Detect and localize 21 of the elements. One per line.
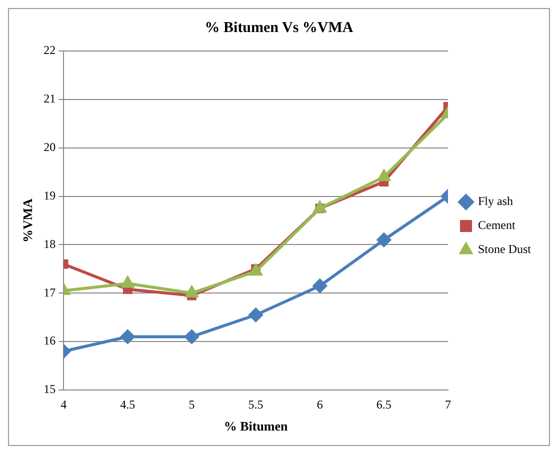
x-tick-label: 5 [188, 397, 195, 412]
x-tick-label: 7 [444, 397, 451, 412]
y-tick-label: 19 [44, 188, 56, 202]
y-tick-label: 17 [44, 285, 56, 300]
legend-label: Fly ash [478, 194, 514, 208]
legend-label: Stone Dust [478, 242, 532, 256]
chart-title: % Bitumen Vs %VMA [204, 20, 354, 36]
x-axis-title: % Bitumen [224, 418, 289, 434]
y-tick-label: 22 [44, 43, 56, 58]
y-tick-label: 16 [44, 334, 56, 348]
y-tick-label: 21 [44, 92, 56, 106]
y-tick-label: 20 [44, 140, 56, 154]
x-tick-label: 6 [316, 397, 323, 412]
x-tick-label: 4.5 [120, 397, 136, 412]
legend-label: Cement [478, 218, 516, 232]
x-tick-label: 5.5 [248, 397, 264, 412]
x-tick-label: 6.5 [376, 397, 392, 412]
y-tick-label: 15 [44, 382, 56, 396]
y-axis-title: %VMA [20, 198, 36, 243]
y-tick-label: 18 [44, 236, 56, 251]
x-tick-label: 4 [60, 397, 67, 412]
